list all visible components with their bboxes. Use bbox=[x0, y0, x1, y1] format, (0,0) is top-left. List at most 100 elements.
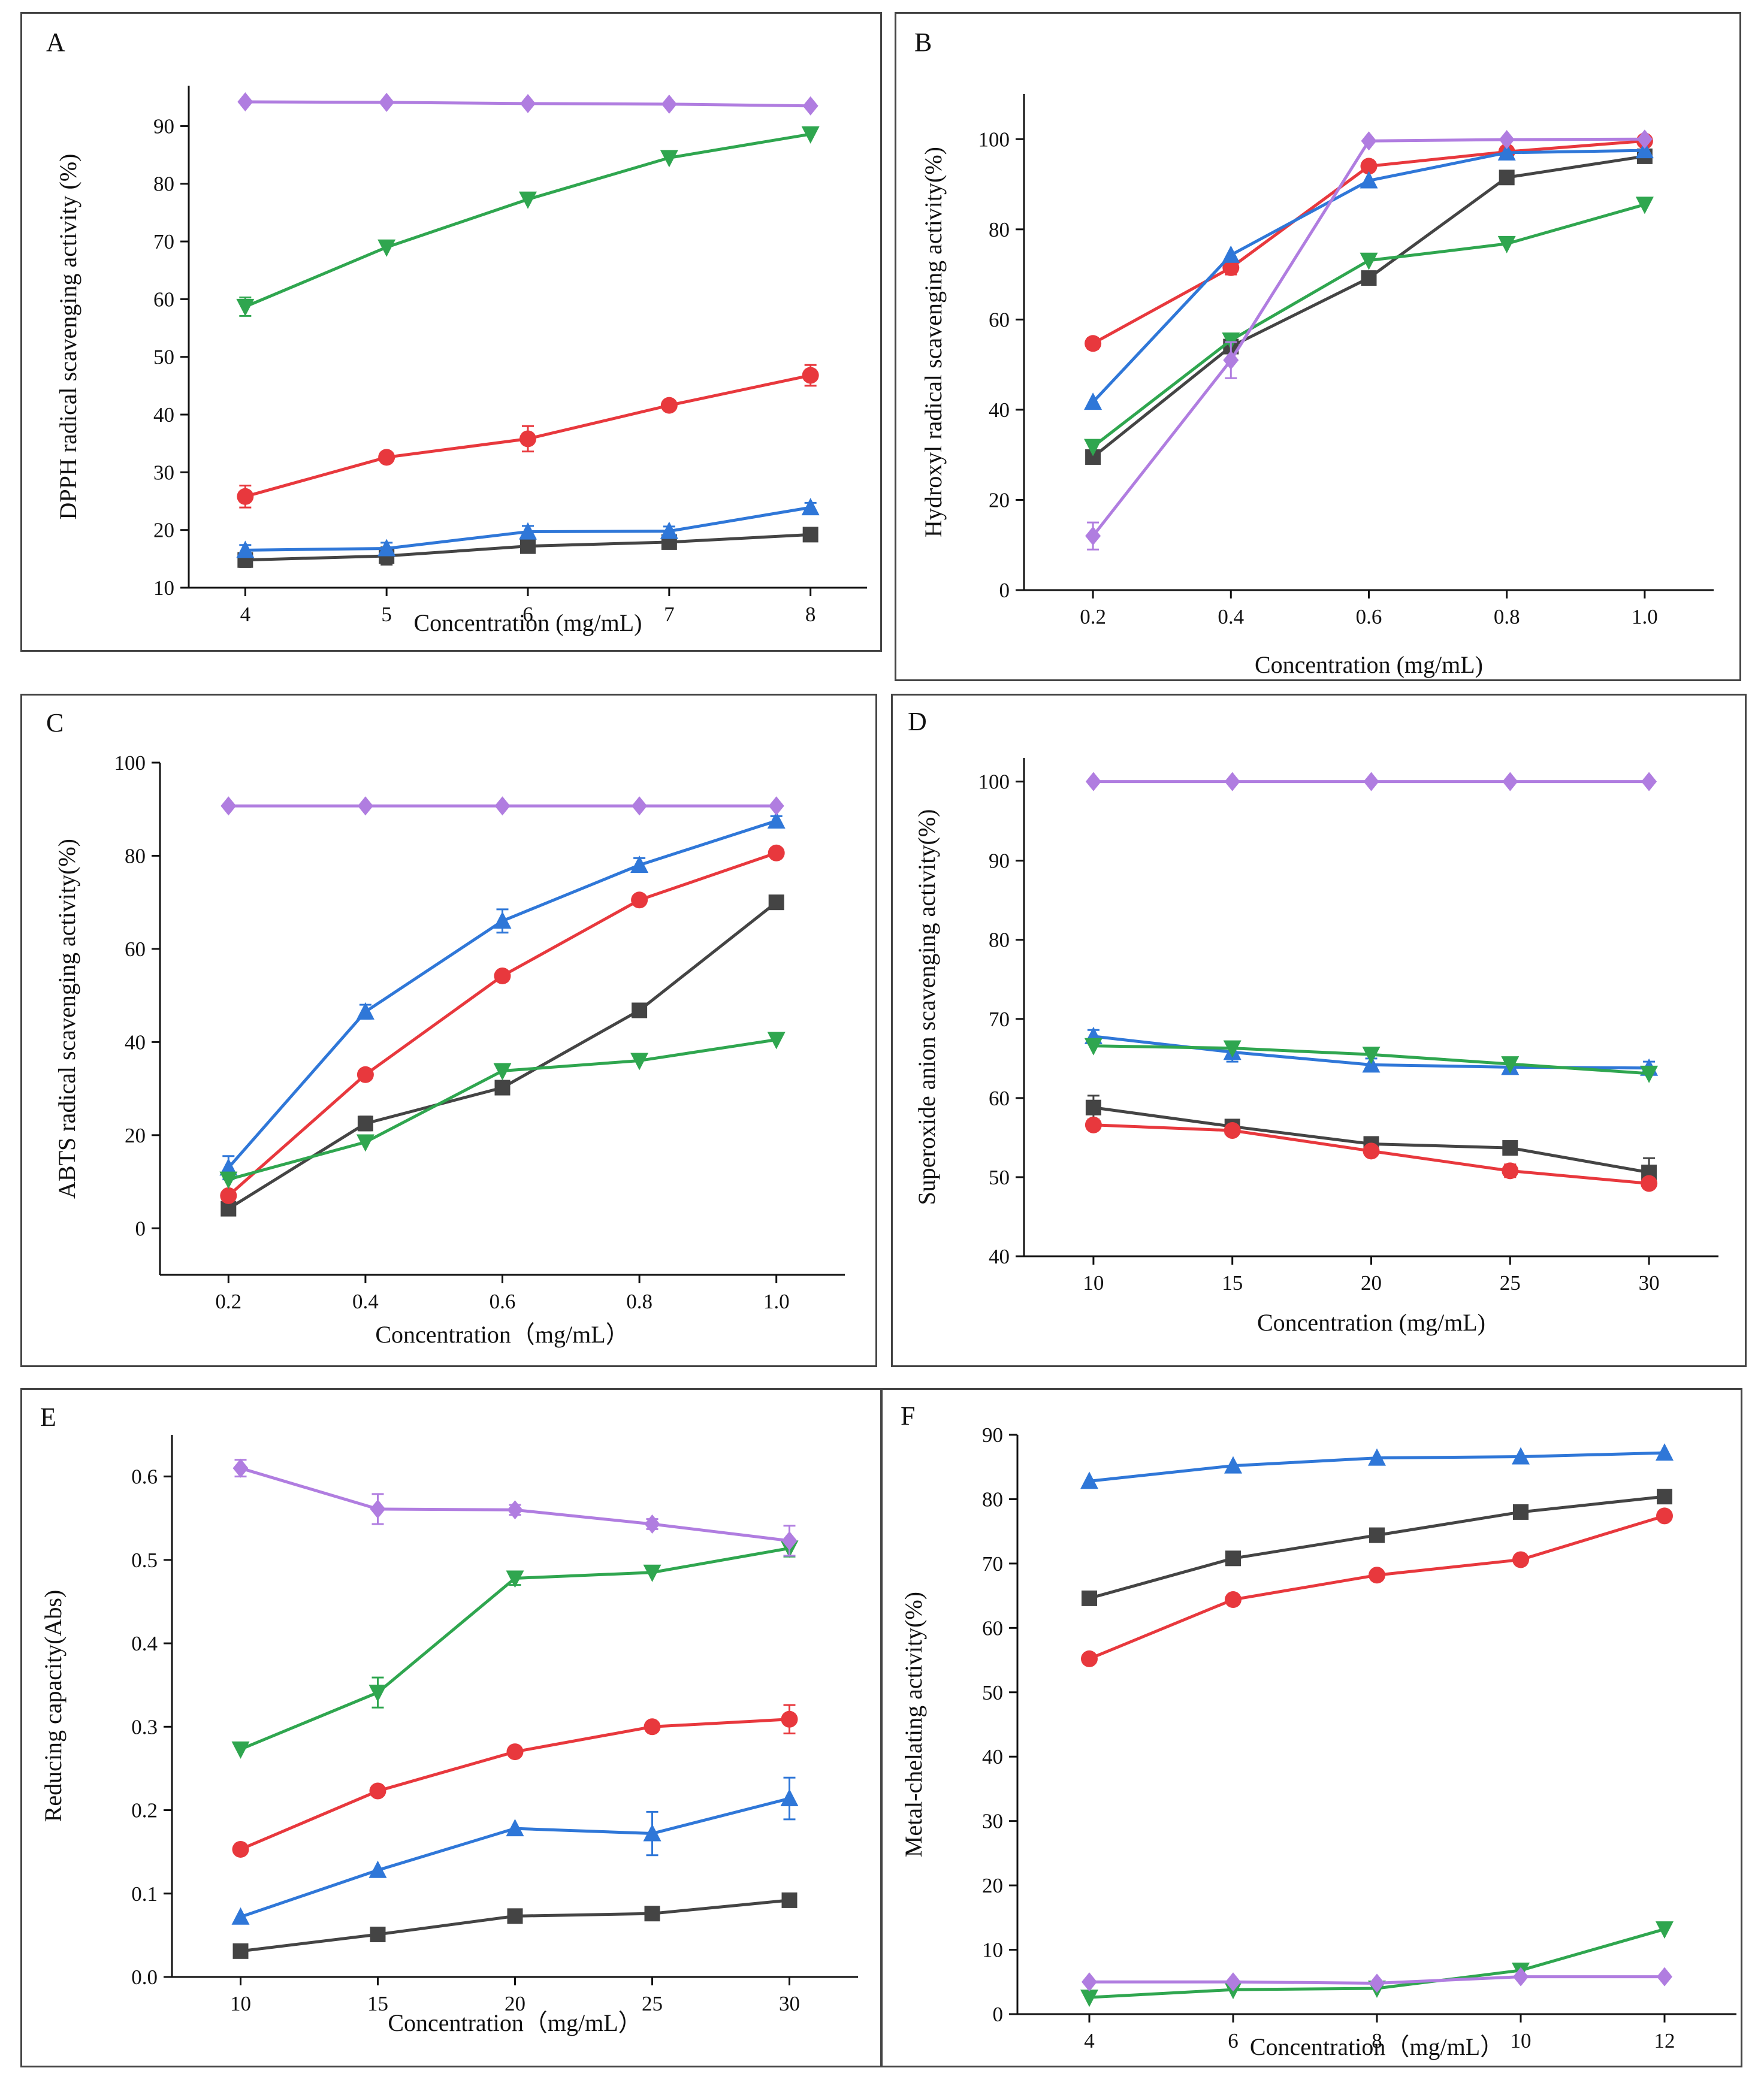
x-tick-label: 25 bbox=[1500, 1271, 1521, 1295]
x-tick-label: 4 bbox=[240, 603, 251, 626]
data-point bbox=[643, 1564, 662, 1582]
y-tick-label: 60 bbox=[125, 938, 146, 961]
data-point bbox=[1641, 772, 1657, 791]
y-tick-label: 70 bbox=[982, 1552, 1003, 1576]
y-axis-label-e: Reducing capacity(Abs) bbox=[40, 1590, 67, 1822]
y-tick-label: 40 bbox=[989, 1245, 1010, 1268]
y-tick-label: 90 bbox=[982, 1423, 1003, 1447]
data-point bbox=[519, 522, 537, 540]
x-tick-label: 12 bbox=[1654, 2029, 1675, 2052]
panel-b: B 0 20 40 60 80 100 0.2 0.4 0.6 0.8 1.0 Concentratio… bbox=[895, 12, 1741, 681]
panel-label-b: B bbox=[914, 28, 932, 57]
data-point bbox=[519, 430, 536, 448]
data-point bbox=[801, 498, 820, 516]
data-point bbox=[370, 1499, 386, 1519]
chart-c: C 0 20 40 60 80 100 0.2 0.4 0.6 0.8 1.0 Concentratio… bbox=[46, 708, 845, 1348]
series-line bbox=[240, 1898, 790, 1953]
data-point bbox=[232, 1458, 249, 1478]
series-3-c bbox=[219, 811, 786, 1181]
data-point bbox=[520, 93, 536, 113]
series-3-f bbox=[1080, 1443, 1674, 1489]
data-point bbox=[506, 1743, 524, 1761]
data-point bbox=[357, 796, 373, 816]
data-point bbox=[494, 796, 511, 816]
data-point bbox=[767, 811, 786, 829]
data-point bbox=[1225, 1591, 1242, 1609]
series-5-e bbox=[232, 1458, 798, 1557]
series-4-b bbox=[1084, 196, 1654, 457]
y-tick-label: 50 bbox=[989, 1166, 1010, 1189]
x-tick-label: 0.2 bbox=[1080, 605, 1106, 628]
y-tick-label: 0 bbox=[999, 579, 1010, 602]
data-point bbox=[493, 1063, 512, 1081]
data-point bbox=[1369, 1973, 1385, 1993]
y-tick-label: 80 bbox=[982, 1488, 1003, 1511]
data-point bbox=[232, 1943, 249, 1959]
chart-f: F 0 10 20 30 40 50 60 70 80 90 4 6 8 10 12 Concentration… bbox=[900, 1401, 1736, 2060]
series-2-d bbox=[1085, 1116, 1658, 1192]
data-point bbox=[1369, 1567, 1385, 1584]
data-point bbox=[1656, 1921, 1674, 1939]
data-point bbox=[1085, 1116, 1102, 1133]
data-point bbox=[660, 150, 678, 168]
data-point bbox=[644, 1718, 661, 1736]
data-point bbox=[1082, 1590, 1097, 1606]
data-point bbox=[1360, 171, 1378, 189]
data-point bbox=[1080, 1471, 1098, 1489]
series-2-f bbox=[1081, 1507, 1673, 1667]
panel-label-f: F bbox=[901, 1401, 915, 1431]
chart-a: A 10 20 30 40 50 60 70 80 90 4 5 6 7 8 Concentration (m… bbox=[46, 28, 867, 636]
series-2-c bbox=[220, 844, 785, 1204]
series-4-c bbox=[219, 1032, 786, 1189]
series-3-b bbox=[1084, 141, 1654, 410]
series-line bbox=[1092, 155, 1645, 458]
data-point bbox=[1512, 1551, 1529, 1568]
x-tick-label: 1.0 bbox=[1632, 605, 1658, 628]
data-point bbox=[1363, 772, 1379, 791]
x-tick-label: 0.2 bbox=[215, 1290, 241, 1313]
chart-d: D 40 50 60 70 80 90 100 10 15 20 25 30 Concentration … bbox=[908, 707, 1718, 1336]
series-5-f bbox=[1082, 1967, 1672, 1993]
data-point bbox=[632, 1002, 648, 1018]
y-tick-label: 60 bbox=[989, 308, 1010, 331]
data-point bbox=[1657, 1489, 1672, 1505]
data-point bbox=[780, 1789, 799, 1807]
data-point bbox=[768, 844, 785, 861]
data-point bbox=[767, 1032, 786, 1050]
y-tick-label: 0.4 bbox=[131, 1632, 158, 1655]
data-point bbox=[368, 1685, 387, 1703]
data-point bbox=[369, 1782, 386, 1800]
x-tick-label: 0.8 bbox=[626, 1290, 653, 1313]
data-point bbox=[520, 538, 536, 554]
series-line bbox=[240, 1797, 790, 1919]
data-point bbox=[1369, 1527, 1385, 1543]
data-point bbox=[237, 92, 253, 111]
data-point bbox=[506, 1819, 524, 1837]
series-5-a bbox=[237, 92, 818, 116]
x-axis-label-a: Concentration (mg/mL) bbox=[413, 609, 642, 636]
panel-e: E 0.0 0.1 0.2 0.3 0.4 0.5 0.6 10 15 20 25 30 Concentr… bbox=[20, 1388, 882, 2067]
series-1-e bbox=[232, 1892, 798, 1959]
data-point bbox=[1360, 252, 1378, 270]
x-tick-label: 6 bbox=[522, 603, 533, 626]
data-point bbox=[1080, 1990, 1098, 2008]
data-point bbox=[1085, 335, 1102, 352]
x-axis-label-c: Concentration（mg/mL） bbox=[375, 1321, 629, 1348]
panel-d: D 40 50 60 70 80 90 100 10 15 20 25 30 Concentration … bbox=[891, 694, 1747, 1367]
x-axis-label-e: Concentration（mg/mL） bbox=[388, 2009, 642, 2036]
y-axis-label-a: DPPH radical scavenging activity (%) bbox=[55, 154, 81, 520]
series-line bbox=[227, 851, 777, 1197]
data-point bbox=[644, 1906, 660, 1922]
data-point bbox=[781, 1710, 798, 1728]
data-point bbox=[781, 1531, 798, 1550]
data-point bbox=[1224, 1122, 1241, 1139]
x-axis-label-b: Concentration (mg/mL) bbox=[1255, 651, 1483, 678]
data-point bbox=[220, 796, 237, 816]
data-point bbox=[368, 1860, 387, 1878]
series-line bbox=[228, 1038, 777, 1181]
y-tick-label: 20 bbox=[982, 1874, 1003, 1897]
data-point bbox=[237, 488, 254, 505]
series-1-c bbox=[220, 894, 784, 1217]
data-point bbox=[1223, 1040, 1242, 1058]
data-point bbox=[1502, 1140, 1518, 1156]
